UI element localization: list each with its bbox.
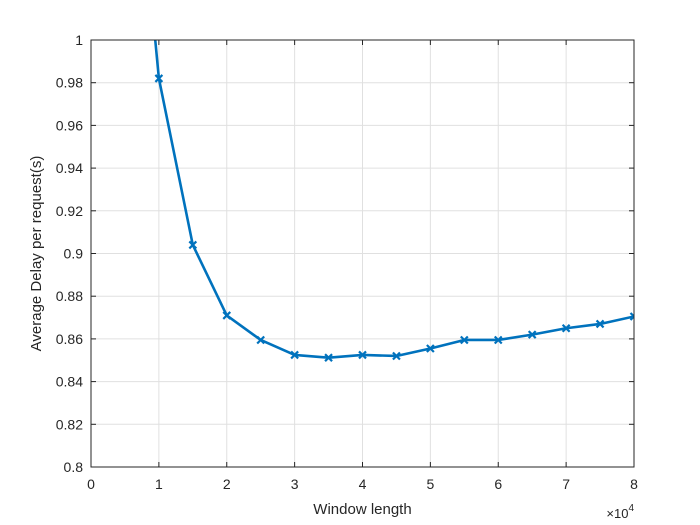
y-tick-label: 0.8 bbox=[64, 459, 84, 475]
x-tick-label: 2 bbox=[223, 476, 231, 492]
y-tick-label: 0.94 bbox=[56, 160, 83, 176]
data-point-marker bbox=[629, 312, 634, 321]
x-tick-label: 1 bbox=[155, 476, 163, 492]
x-tick-label: 4 bbox=[359, 476, 367, 492]
x-tick-labels: 0 1 2 3 4 5 6 7 8 bbox=[87, 476, 638, 492]
x-tick-label: 8 bbox=[630, 476, 638, 492]
data-point-marker bbox=[460, 335, 469, 345]
y-tick-label: 0.82 bbox=[56, 416, 83, 432]
y-tick-label: 0.92 bbox=[56, 203, 83, 219]
y-tick-label: 0.9 bbox=[64, 246, 84, 262]
data-point-marker bbox=[561, 323, 571, 333]
x-tick-label: 6 bbox=[494, 476, 502, 492]
data-point-marker bbox=[358, 350, 367, 360]
data-point-marker bbox=[493, 335, 503, 345]
x-tick-label: 7 bbox=[562, 476, 570, 492]
x-axis-label: Window length bbox=[313, 501, 411, 518]
x-multiplier: ×104 bbox=[606, 503, 634, 521]
data-point-marker bbox=[392, 351, 401, 361]
data-point-marker bbox=[324, 353, 333, 362]
y-axis-label: Average Delay per request(s) bbox=[28, 156, 45, 352]
x-multiplier-exponent: 4 bbox=[628, 503, 634, 514]
x-tick-label: 0 bbox=[87, 476, 95, 492]
data-point-marker bbox=[256, 335, 265, 345]
y-tick-labels: 0.8 0.82 0.84 0.86 0.88 0.9 0.92 0.94 0.96 0.98 1 bbox=[56, 32, 83, 475]
series-layer bbox=[153, 40, 634, 362]
data-point-marker bbox=[595, 319, 605, 329]
x-multiplier-base: ×10 bbox=[606, 506, 628, 521]
y-tick-label: 0.84 bbox=[56, 374, 83, 390]
data-point-marker bbox=[426, 344, 435, 353]
series-line bbox=[153, 40, 634, 359]
data-point-marker bbox=[527, 330, 537, 339]
data-point-marker bbox=[290, 350, 299, 360]
y-tick-label: 0.86 bbox=[56, 331, 83, 347]
ticks bbox=[90, 39, 635, 468]
y-tick-label: 1 bbox=[75, 32, 83, 48]
data-point-marker bbox=[222, 311, 232, 320]
data-point-marker bbox=[154, 74, 164, 83]
y-tick-label: 0.96 bbox=[56, 117, 83, 133]
y-tick-label: 0.88 bbox=[56, 288, 83, 304]
data-point-marker bbox=[188, 240, 198, 250]
y-tick-label: 0.98 bbox=[56, 75, 83, 91]
x-tick-label: 3 bbox=[291, 476, 299, 492]
x-tick-label: 5 bbox=[426, 476, 434, 492]
